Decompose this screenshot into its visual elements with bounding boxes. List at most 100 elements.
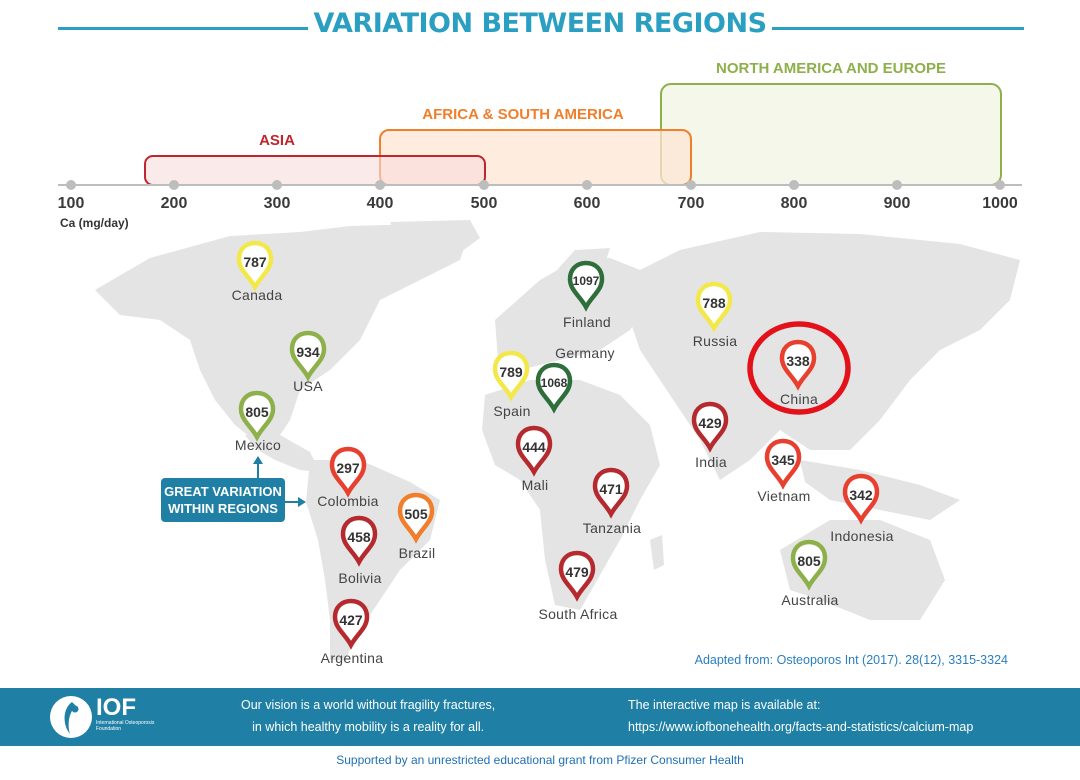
iof-logo-text: IOF — [96, 694, 136, 721]
callout-arrows — [253, 456, 306, 507]
country-label-vietnam: Vietnam — [757, 488, 811, 504]
pin-value-russia: 788 — [702, 295, 726, 311]
scale-tick-label: 600 — [573, 195, 601, 212]
pin-value-mali: 444 — [522, 439, 546, 455]
scale-tick-label: 300 — [263, 195, 291, 212]
pin-value-mexico: 805 — [245, 404, 269, 420]
scale-dot-100 — [66, 180, 76, 190]
country-label-south-africa: South Africa — [538, 606, 618, 622]
pin-value-china: 338 — [786, 353, 810, 369]
scale-dot-900 — [892, 180, 902, 190]
country-label-indonesia: Indonesia — [830, 528, 894, 544]
map-pin-mexico[interactable] — [238, 390, 276, 448]
scale-tick-label: 1000 — [982, 195, 1018, 212]
scale-dot-400 — [375, 180, 385, 190]
pin-value-germany: 1068 — [540, 376, 568, 390]
country-label-china: China — [779, 391, 819, 407]
pin-value-finland: 1097 — [572, 274, 600, 288]
scale-tick-label: 200 — [160, 195, 188, 212]
title-rule-left — [58, 27, 308, 30]
map-pin-spain[interactable] — [492, 350, 530, 408]
country-label-mali: Mali — [521, 477, 549, 493]
map-pin-russia[interactable] — [695, 281, 733, 339]
country-label-germany: Germany — [555, 345, 615, 361]
scale-dot-300 — [272, 180, 282, 190]
vision-line-1: Our vision is a world without fragility … — [241, 698, 496, 712]
scale-dot-800 — [789, 180, 799, 190]
map-pin-finland[interactable] — [567, 260, 605, 318]
country-label-australia: Australia — [781, 592, 839, 608]
callout-line-2: WITHIN REGIONS — [168, 501, 278, 516]
scale-dot-200 — [169, 180, 179, 190]
map-pin-south-africa[interactable] — [558, 550, 596, 608]
source-citation: Adapted from: Osteoporos Int (2017). 28(… — [694, 653, 1008, 667]
pin-value-indonesia: 342 — [849, 487, 873, 503]
pin-value-india: 429 — [698, 415, 722, 431]
footer-bar: IOF International Osteoporosis Foundatio… — [0, 688, 1080, 746]
scale-tick-label: 400 — [366, 195, 394, 212]
scale-dot-700 — [686, 180, 696, 190]
country-label-canada: Canada — [231, 287, 283, 303]
pin-value-spain: 789 — [499, 364, 523, 380]
scale-tick-label: 800 — [780, 195, 808, 212]
country-label-india: India — [695, 454, 727, 470]
scale-tick-label: 700 — [677, 195, 705, 212]
iof-logo-subtext: International Osteoporosis Foundation — [96, 720, 155, 732]
landmass-central-america — [245, 435, 320, 472]
scale-dot-600 — [582, 180, 592, 190]
country-label-tanzania: Tanzania — [582, 520, 642, 536]
country-label-spain: Spain — [493, 403, 531, 419]
map-pin-mali[interactable] — [515, 425, 553, 483]
landmass-europe — [495, 258, 650, 370]
pin-value-colombia: 297 — [336, 460, 360, 476]
map-pin-india[interactable] — [691, 401, 729, 459]
region-bracket-north-america-europe — [660, 83, 1002, 186]
map-url-link[interactable]: https://www.iofbonehealth.org/facts-and-… — [628, 720, 974, 734]
title-rule-right — [772, 27, 1024, 30]
scale-tick-dots — [66, 180, 1005, 190]
country-label-mexico: Mexico — [234, 437, 282, 453]
scale-tick-label: 900 — [883, 195, 911, 212]
map-pin-tanzania[interactable] — [592, 467, 630, 525]
country-label-finland: Finland — [562, 314, 612, 330]
map-info-line-1: The interactive map is available at: — [628, 698, 821, 712]
scale-unit-label: Ca (mg/day) — [60, 216, 129, 230]
country-label-bolivia: Bolivia — [338, 570, 382, 586]
scale-tick-label: 500 — [470, 195, 498, 212]
range-scale — [58, 83, 1022, 190]
map-pin-canada[interactable] — [236, 240, 274, 298]
page-title: VARIATION BETWEEN REGIONS — [313, 8, 767, 39]
map-pin-china[interactable] — [779, 339, 817, 397]
map-pin-bolivia[interactable] — [340, 515, 378, 573]
map-pin-usa[interactable] — [289, 330, 327, 388]
map-pin-australia[interactable] — [790, 539, 828, 597]
china-highlight-ring — [747, 321, 851, 415]
map-pin-indonesia[interactable] — [842, 473, 880, 531]
country-label-brazil: Brazil — [398, 545, 436, 561]
iof-logo-icon — [50, 696, 92, 738]
region-label-africa-south-america: AFRICA & SOUTH AMERICA — [422, 106, 624, 123]
map-pin-germany[interactable] — [535, 362, 573, 420]
pin-value-australia: 805 — [797, 553, 821, 569]
vision-statement: Our vision is a world without fragility … — [241, 694, 495, 738]
support-statement: Supported by an unrestricted educational… — [336, 753, 744, 767]
landmass-north-america — [95, 224, 470, 445]
map-pin-argentina[interactable] — [332, 598, 370, 656]
great-variation-callout: GREAT VARIATION WITHIN REGIONS — [161, 478, 285, 522]
scale-tick-label: 100 — [57, 195, 85, 212]
region-label-asia: ASIA — [259, 132, 295, 149]
map-pin-brazil[interactable] — [397, 492, 435, 550]
landmass-madagascar — [650, 535, 664, 570]
pin-value-tanzania: 471 — [599, 481, 623, 497]
callout-line-1: GREAT VARIATION — [164, 484, 282, 499]
country-label-colombia: Colombia — [317, 493, 379, 509]
interactive-map-info: The interactive map is available at: htt… — [628, 694, 973, 738]
pin-value-argentina: 427 — [339, 612, 363, 628]
region-label-north-america-europe: NORTH AMERICA AND EUROPE — [715, 60, 947, 77]
map-pin-vietnam[interactable] — [764, 438, 802, 496]
country-label-argentina: Argentina — [320, 650, 384, 666]
pin-value-usa: 934 — [296, 344, 320, 360]
pin-value-bolivia: 458 — [347, 529, 371, 545]
map-pin-colombia[interactable] — [329, 446, 367, 504]
landmass-southeast-asia — [800, 460, 960, 520]
